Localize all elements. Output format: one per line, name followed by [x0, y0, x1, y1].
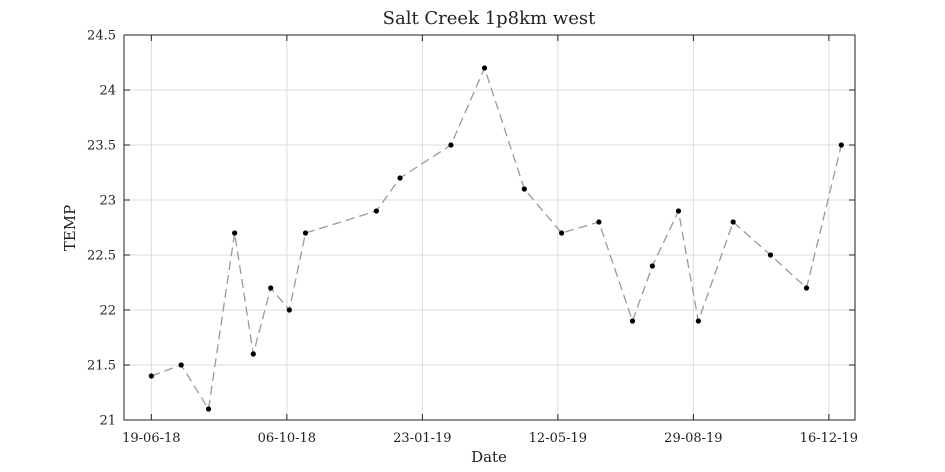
data-points — [148, 65, 844, 412]
x-tick-label: 19-06-18 — [122, 431, 180, 446]
data-point — [397, 175, 403, 181]
data-point — [205, 406, 212, 412]
y-tick-label: 22 — [99, 304, 116, 319]
y-tick-label: 21.5 — [87, 359, 116, 374]
data-point — [767, 252, 774, 258]
data-point — [649, 263, 655, 269]
data-point — [695, 318, 701, 324]
data-point — [675, 208, 682, 214]
data-point — [730, 219, 736, 225]
data-point — [448, 142, 454, 148]
data-point — [803, 285, 810, 291]
series-line — [151, 66, 842, 411]
data-point — [302, 230, 309, 236]
y-tick-label: 22.5 — [87, 249, 116, 264]
data-point — [178, 362, 184, 368]
x-tick-label: 16-12-19 — [800, 431, 858, 446]
data-point — [373, 208, 379, 214]
grid — [124, 34, 855, 421]
x-tick-label: 06-10-18 — [258, 431, 316, 446]
x-axis-label: Date — [471, 448, 507, 466]
x-axis-tick-labels: 19-06-18 06-10-18 23-01-19 12-05-19 29-08-19… — [122, 431, 858, 446]
data-point — [148, 373, 154, 379]
y-tick-label: 23 — [99, 194, 116, 209]
data-point — [481, 65, 488, 71]
y-axis-label: TEMP — [61, 205, 79, 251]
data-point — [250, 351, 256, 357]
data-point — [268, 285, 274, 291]
y-tick-label: 24 — [99, 84, 116, 99]
data-point — [232, 230, 238, 236]
data-point — [521, 186, 527, 192]
data-point — [596, 219, 602, 225]
y-axis-tick-labels: 21 21.5 22 22.5 23 23.5 24 24.5 — [87, 29, 116, 429]
data-point — [286, 307, 292, 313]
data-point — [629, 318, 636, 324]
y-tick-label: 23.5 — [87, 139, 116, 154]
y-tick-label: 21 — [99, 414, 116, 429]
x-tick-label: 23-01-19 — [393, 431, 451, 446]
y-tick-label: 24.5 — [87, 29, 116, 44]
chart-title: Salt Creek 1p8km west — [383, 8, 597, 29]
data-point — [559, 230, 565, 236]
x-tick-label: 12-05-19 — [529, 431, 587, 446]
x-tick-label: 29-08-19 — [664, 431, 722, 446]
data-point — [838, 142, 844, 148]
plot-frame — [123, 34, 856, 421]
axis-ticks — [124, 34, 855, 421]
